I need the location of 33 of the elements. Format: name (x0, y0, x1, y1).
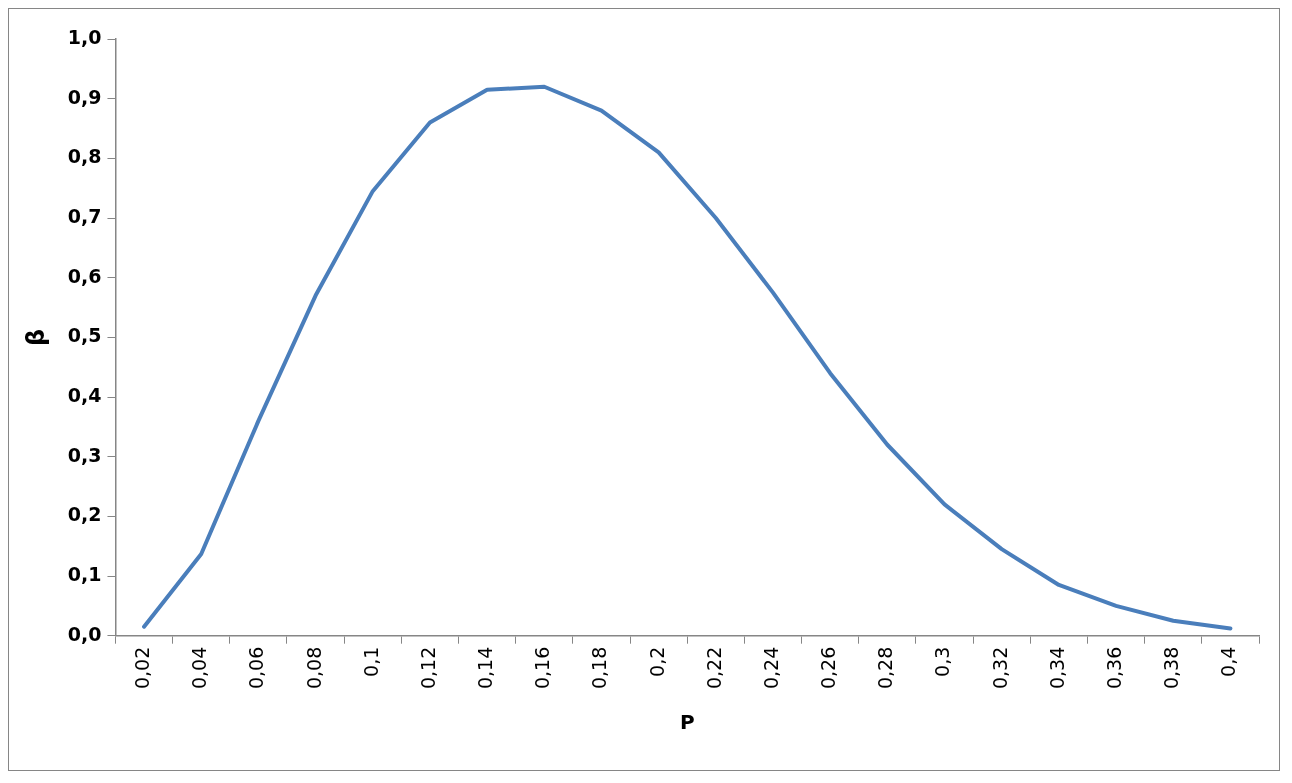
y-tick-label: 0,9 (67, 85, 102, 108)
y-tick-label: 0,2 (67, 503, 102, 526)
x-tick-label: 0,16 (531, 646, 554, 690)
x-tick-label: 0,02 (130, 646, 153, 690)
y-tick-label: 0,0 (67, 622, 102, 645)
x-tick-label: 0,26 (817, 646, 840, 690)
x-tick-label: 0,38 (1160, 646, 1183, 690)
x-tick-label: 0,12 (416, 646, 439, 690)
y-tick-label: 1,0 (67, 25, 102, 48)
y-axis-title: β (21, 328, 50, 346)
x-tick-label: 0,4 (1217, 646, 1240, 677)
x-tick-label: 0,1 (359, 646, 382, 677)
x-tick-label: 0,18 (588, 646, 611, 690)
y-tick-label: 0,6 (67, 264, 102, 287)
x-tick-label: 0,22 (702, 646, 725, 690)
x-tick-label: 0,14 (474, 646, 497, 690)
y-tick-label: 0,5 (67, 324, 102, 347)
x-tick-label: 0,08 (302, 646, 325, 690)
x-axis-title: P (679, 710, 695, 735)
y-tick-label: 0,3 (67, 443, 102, 466)
x-tick-label: 0,28 (874, 646, 897, 690)
y-tick-label: 0,8 (67, 145, 102, 168)
x-tick-label: 0,32 (988, 646, 1011, 690)
x-tick-label: 0,06 (245, 646, 268, 690)
x-tick-label: 0,36 (1102, 646, 1125, 690)
x-tick-label: 0,34 (1045, 646, 1068, 690)
x-tick-label: 0,04 (188, 646, 211, 690)
x-tick-label: 0,24 (759, 646, 782, 690)
y-tick-label: 0,4 (67, 383, 102, 406)
x-tick-label: 0,2 (645, 646, 668, 677)
y-tick-label: 0,7 (67, 204, 102, 227)
x-tick-label: 0,3 (931, 646, 954, 677)
y-tick-label: 0,1 (67, 562, 102, 585)
